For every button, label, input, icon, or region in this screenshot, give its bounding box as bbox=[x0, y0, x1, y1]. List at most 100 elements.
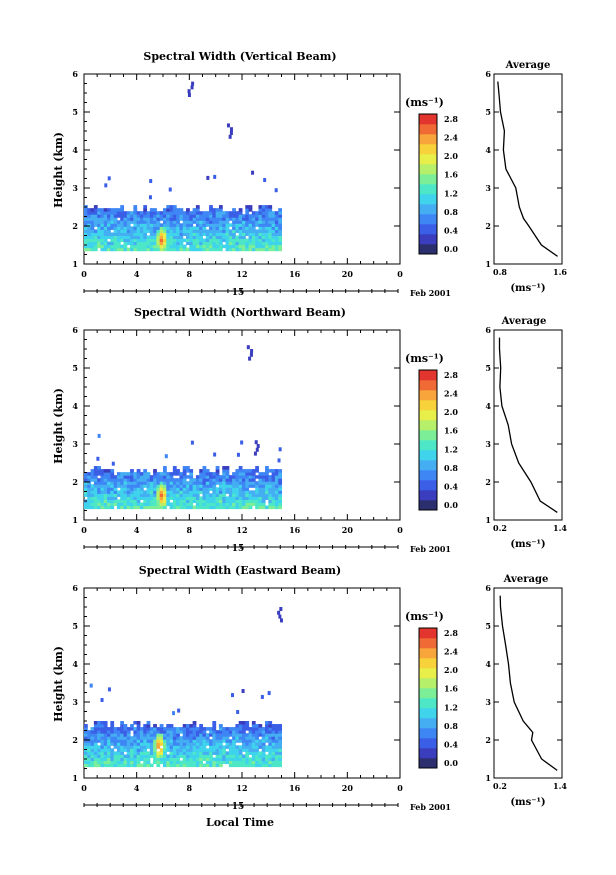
heatmap-cell bbox=[87, 238, 92, 243]
heatmap-cell bbox=[139, 490, 144, 494]
heatmap-cell bbox=[153, 733, 157, 737]
avg-y-tick-label: 2 bbox=[485, 221, 491, 231]
heatmap-cell bbox=[268, 226, 273, 230]
heatmap-cell bbox=[90, 478, 95, 482]
heatmap-cell bbox=[159, 739, 164, 743]
heatmap-cell bbox=[222, 760, 227, 765]
heatmap-cell bbox=[218, 217, 223, 221]
heatmap-cell bbox=[278, 733, 282, 737]
heatmap-cell bbox=[192, 505, 197, 510]
heatmap-cell bbox=[116, 760, 121, 765]
heatmap-cell bbox=[87, 748, 92, 752]
heatmap-cell bbox=[187, 93, 191, 97]
x-axis-label: Local Time bbox=[206, 816, 274, 829]
heatmap-cell bbox=[123, 724, 128, 728]
heatmap-cell bbox=[97, 763, 101, 768]
heatmap-cell bbox=[90, 748, 95, 752]
heatmap bbox=[84, 345, 282, 510]
heatmap-cell bbox=[84, 754, 88, 758]
heatmap-cell bbox=[222, 727, 227, 731]
heatmap-cell bbox=[113, 757, 118, 762]
heatmap-cell bbox=[265, 472, 269, 476]
heatmap-cell bbox=[232, 226, 236, 230]
heatmap-cell bbox=[205, 232, 210, 236]
heatmap-cell bbox=[189, 733, 194, 737]
heatmap-cell bbox=[209, 214, 213, 218]
heatmap-cell bbox=[218, 235, 223, 240]
heatmap-cell bbox=[225, 496, 230, 500]
heatmap-cell bbox=[116, 499, 121, 504]
heatmap-cell bbox=[84, 475, 88, 479]
heatmap-cell bbox=[156, 757, 161, 762]
heatmap-cell bbox=[192, 220, 197, 224]
heatmap-cell bbox=[195, 736, 200, 740]
heatmap-cell bbox=[268, 232, 273, 236]
heatmap-cell bbox=[107, 244, 111, 249]
colorbar-segment bbox=[419, 668, 437, 679]
heatmap-cell bbox=[159, 472, 164, 476]
heatmap-cell bbox=[107, 469, 111, 473]
heatmap-cell bbox=[136, 220, 141, 224]
heatmap-cell bbox=[195, 208, 200, 212]
heatmap-cell bbox=[100, 751, 105, 755]
heatmap-cell bbox=[179, 478, 184, 482]
heatmap-cell bbox=[218, 496, 223, 500]
heatmap-cell bbox=[258, 739, 263, 743]
heatmap-cell bbox=[172, 238, 177, 243]
heatmap-cell bbox=[153, 736, 157, 740]
heatmap-cell bbox=[195, 241, 200, 246]
heatmap-cell bbox=[248, 208, 253, 212]
heatmap-cell bbox=[205, 505, 210, 510]
heatmap-cell bbox=[84, 739, 88, 743]
heatmap-cell bbox=[110, 757, 115, 762]
heatmap-cell bbox=[232, 487, 236, 491]
heatmap-cell bbox=[156, 220, 161, 224]
heatmap-cell bbox=[143, 211, 148, 215]
x-tick-label: 16 bbox=[289, 783, 301, 793]
heatmap-cell bbox=[133, 751, 138, 755]
heatmap-cell bbox=[192, 763, 197, 768]
heatmap-cell bbox=[97, 232, 101, 236]
heatmap-cell bbox=[222, 751, 227, 755]
y-tick-label: 2 bbox=[72, 477, 78, 487]
heatmap-cell bbox=[182, 247, 187, 252]
heatmap-cell bbox=[261, 211, 266, 215]
heatmap-cell bbox=[93, 475, 98, 479]
colorbar-segment bbox=[419, 144, 437, 155]
heatmap-cell bbox=[245, 238, 250, 243]
colorbar-segment bbox=[419, 718, 437, 729]
heatmap-cell bbox=[84, 733, 88, 737]
heatmap-cell bbox=[107, 223, 111, 227]
heatmap-cell bbox=[228, 754, 233, 758]
heatmap-cell bbox=[189, 499, 194, 504]
heatmap-cell bbox=[93, 244, 98, 249]
heatmap-cell bbox=[166, 238, 171, 243]
heatmap-cell bbox=[100, 229, 105, 233]
heatmap-cell bbox=[113, 760, 118, 765]
heatmap-cell bbox=[179, 742, 184, 746]
heatmap-cell bbox=[192, 226, 197, 230]
heatmap-cell bbox=[159, 505, 164, 510]
heatmap-cell bbox=[278, 469, 282, 473]
heatmap-cell bbox=[261, 238, 266, 243]
heatmap-cell bbox=[113, 736, 118, 740]
heatmap-cell bbox=[116, 733, 121, 737]
heatmap-cell bbox=[245, 736, 250, 740]
heatmap-cell bbox=[271, 223, 276, 227]
heatmap-cell bbox=[120, 760, 124, 765]
heatmap-cell bbox=[258, 481, 263, 485]
heatmap-cell bbox=[268, 736, 273, 740]
heatmap-cell bbox=[261, 499, 266, 504]
heatmap-cell bbox=[156, 217, 161, 221]
heatmap-cell bbox=[179, 472, 184, 476]
heatmap-cell bbox=[209, 247, 213, 252]
heatmap-cell bbox=[163, 745, 167, 749]
heatmap-cell bbox=[97, 478, 101, 482]
heatmap-cell bbox=[93, 727, 98, 731]
heatmap-cell bbox=[90, 229, 95, 233]
heatmap-cell bbox=[192, 238, 197, 243]
heatmap-cell bbox=[100, 757, 105, 762]
heatmap-cell bbox=[258, 742, 263, 746]
heatmap-cell bbox=[182, 739, 187, 743]
heatmap-cell bbox=[199, 484, 203, 488]
